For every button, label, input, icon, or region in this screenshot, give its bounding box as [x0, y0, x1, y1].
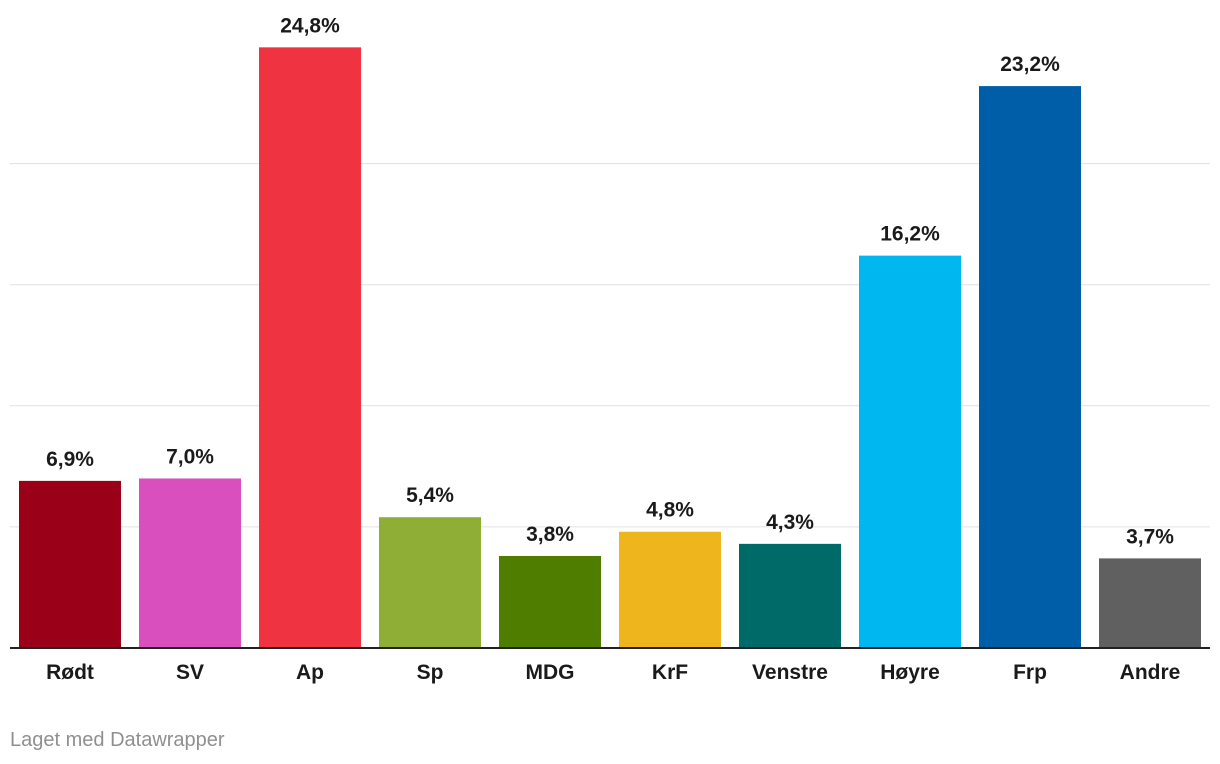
- value-label-3: 24,8%: [280, 14, 340, 37]
- bar-2: [139, 478, 241, 648]
- value-label-5: 3,8%: [526, 523, 574, 546]
- value-label-6: 4,8%: [646, 499, 694, 522]
- category-label-3: Ap: [296, 661, 324, 684]
- bar-1: [19, 480, 121, 648]
- value-label-7: 4,3%: [766, 511, 814, 534]
- bar-3: [259, 47, 361, 649]
- category-label-10: Andre: [1120, 661, 1181, 684]
- value-label-8: 16,2%: [880, 223, 940, 246]
- category-label-9: Frp: [1013, 661, 1047, 684]
- value-label-1: 6,9%: [46, 448, 94, 471]
- value-label-2: 7,0%: [166, 445, 214, 468]
- credit-text: Laget med Datawrapper: [10, 729, 225, 751]
- bars: [19, 47, 1201, 649]
- bar-5: [499, 555, 601, 648]
- bar-7: [739, 543, 841, 648]
- bar-6: [619, 531, 721, 648]
- category-labels: Rødt SV Ap Sp MDG KrF Venstre Høyre Frp Andre: [46, 661, 1180, 684]
- bar-10: [1099, 558, 1201, 648]
- value-label-10: 3,7%: [1126, 525, 1174, 548]
- category-label-1: Rødt: [46, 661, 94, 684]
- category-label-6: KrF: [652, 661, 688, 684]
- value-labels: 6,9% 7,0% 24,8% 5,4% 3,8% 4,8% 4,3% 16,2% 23,2% 3…: [46, 14, 1174, 548]
- bar-8: [859, 255, 961, 649]
- category-label-4: Sp: [417, 661, 444, 684]
- category-label-2: SV: [176, 661, 204, 684]
- bar-4: [379, 517, 481, 648]
- bar-9: [979, 86, 1081, 648]
- value-label-4: 5,4%: [406, 484, 454, 507]
- category-label-5: MDG: [526, 661, 575, 684]
- category-label-8: Høyre: [880, 661, 940, 684]
- category-label-7: Venstre: [752, 661, 828, 684]
- value-label-9: 23,2%: [1000, 53, 1060, 76]
